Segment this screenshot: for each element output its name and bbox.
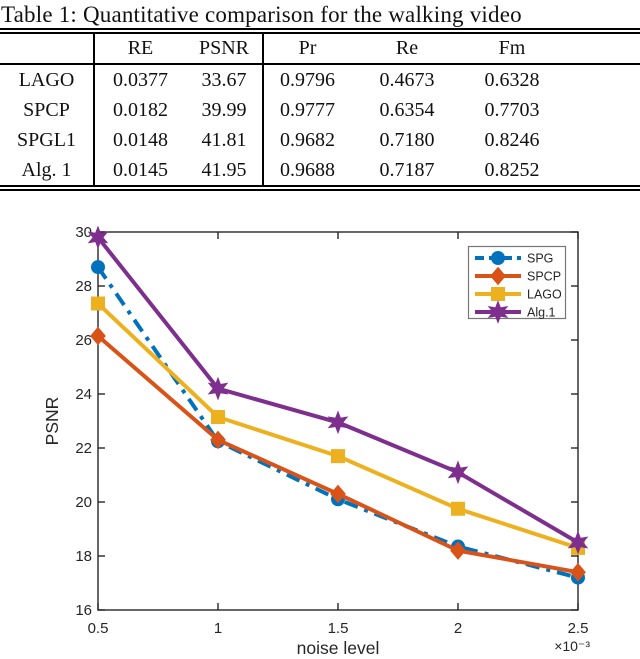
legend-label: Alg.1 [527,306,556,320]
y-tick-label: 16 [75,602,92,619]
row-label: Alg. 1 [0,155,95,188]
table-cell: 41.81 [186,125,264,155]
table-cell: 0.0377 [113,68,168,91]
series-marker-diamond [450,541,466,560]
legend-label: LAGO [527,288,562,302]
results-table: RE PSNR Pr Re Fm LAGO 0.0377 33.67 0.9796 0.4673… [0,28,640,191]
y-tick-label: 18 [75,548,92,565]
table-row: SPCP 0.0182 39.99 0.9777 0.6354 0.7703 [0,95,640,125]
table-cell: 0.9682 [280,128,335,151]
table-cell: 33.67 [186,64,264,95]
table-cell: 0.9796 [280,68,335,91]
series-marker-diamond [330,484,346,504]
legend-label: SPCP [527,270,561,284]
col-header-fm: Fm [463,31,561,65]
row-label: LAGO [0,64,95,95]
x-tick-label: 2 [454,620,462,637]
table-cell: 0.9688 [280,158,335,181]
series-marker-hexagram [87,225,109,250]
series-marker-hexagram [567,530,589,555]
series-marker-diamond [490,266,506,286]
col-header-psnr: PSNR [186,31,264,65]
series-marker-hexagram [487,300,509,324]
table-cell: 0.6354 [379,98,435,121]
y-tick-label: 20 [75,494,92,511]
x-tick-label: 1 [214,620,222,637]
table-cell: 0.6328 [484,68,540,91]
series-marker-square [91,296,105,311]
table-row: Alg. 1 0.0145 41.95 0.9688 0.7187 0.8252 [0,155,640,188]
y-tick-label: 28 [75,278,92,295]
y-axis-label: PSNR [42,397,62,446]
series-marker-square [331,449,345,464]
series-marker-diamond [570,562,586,582]
x-axis-label: noise level [297,638,380,658]
y-tick-label: 26 [75,332,92,349]
x-tick-label: 2.5 [568,620,589,637]
table-cell: 41.95 [186,155,264,188]
series-marker-hexagram [447,460,469,485]
series-marker-hexagram [327,410,349,435]
col-header-re: Re [351,31,463,65]
table-cell: 0.0182 [113,98,168,121]
row-label: SPCP [0,95,95,125]
series-marker-diamond [210,430,226,450]
results-table-header: RE PSNR Pr Re Fm [0,31,640,65]
series-marker-square [491,287,505,301]
x-axis-multiplier: ×10⁻³ [554,638,590,654]
col-header-blank [561,31,640,65]
y-tick-label: 30 [75,224,92,241]
col-header-blank [0,31,95,65]
legend-entry-spg: SPG [475,251,553,266]
table-row: SPGL1 0.0148 41.81 0.9682 0.7180 0.8246 [0,125,640,155]
table-cell: 0.0148 [113,128,168,151]
series-alg1 [87,225,589,555]
legend-entry-lago: LAGO [475,287,562,302]
table-cell: 0.4673 [379,68,435,91]
series-marker-square [211,409,225,424]
results-table-body: LAGO 0.0377 33.67 0.9796 0.4673 0.6328 SPCP 0.0… [0,64,640,188]
series-marker-circle [491,251,505,265]
table-cell: 0.7180 [379,128,435,151]
col-header-pr: Pr [263,31,351,65]
series-lago [91,296,585,555]
x-tick-label: 1.5 [328,620,349,637]
y-tick-label: 24 [75,386,92,403]
table-cell: 0.8252 [484,158,540,181]
legend-label: SPG [527,252,553,266]
table-cell: 0.0145 [113,158,168,181]
y-tick-label: 22 [75,440,92,457]
legend-entry-spcp: SPCP [475,266,561,286]
table-cell: 0.7703 [484,98,540,121]
table-cell: 0.8246 [484,128,540,151]
table-title: Table 1: Quantitative comparison for the… [1,2,522,27]
legend-entry-alg1: Alg.1 [475,300,556,324]
series-marker-circle [91,260,105,275]
x-tick-label: 0.5 [88,620,109,637]
row-label: SPGL1 [0,125,95,155]
col-header-re: RE [94,31,186,65]
series-marker-hexagram [207,376,229,401]
series-marker-square [451,501,465,516]
table-cell: 0.9777 [280,98,335,121]
series-marker-diamond [90,326,106,346]
table-cell: 39.99 [186,95,264,125]
table-cell: 0.7187 [379,158,435,181]
table-row: LAGO 0.0377 33.67 0.9796 0.4673 0.6328 [0,64,640,95]
series-spcp [90,326,586,582]
legend: SPG SPCP LAGO Alg.1 [467,245,567,324]
